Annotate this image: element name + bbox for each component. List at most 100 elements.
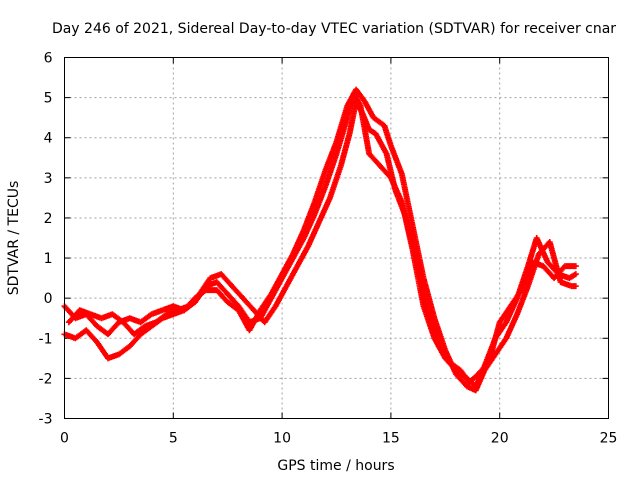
y-tick-label: 5 xyxy=(44,91,53,107)
y-tick-label: 2 xyxy=(44,211,53,227)
data-points xyxy=(61,86,579,394)
data-point-run xyxy=(334,116,350,156)
data-point-run xyxy=(236,308,252,332)
x-tick-label: 25 xyxy=(600,431,618,447)
plot-frame xyxy=(64,57,609,419)
data-point-run xyxy=(154,312,169,325)
data-point-run xyxy=(323,152,339,188)
data-point-run xyxy=(431,316,448,352)
y-tick-label: 4 xyxy=(44,131,53,147)
data-point-run xyxy=(284,264,300,288)
data-point-run xyxy=(117,344,132,357)
data-point-run xyxy=(425,308,442,348)
data-point-run xyxy=(354,87,367,104)
data-point-run xyxy=(219,272,234,288)
data-point-run xyxy=(552,264,567,280)
data-point xyxy=(572,283,579,290)
data-point-run xyxy=(290,228,307,256)
y-tick-label: 3 xyxy=(44,171,53,187)
data-point-run xyxy=(493,336,509,356)
y-axis-label: SDTVAR / TECUs xyxy=(6,181,22,296)
data-point-run xyxy=(399,172,416,228)
data-point-run xyxy=(371,115,387,128)
data-point xyxy=(572,271,579,278)
data-point-run xyxy=(301,200,318,232)
data-point-run xyxy=(84,328,100,345)
data-point-run xyxy=(486,320,503,364)
y-tick-label: -1 xyxy=(39,331,53,347)
series-track-c xyxy=(65,98,579,386)
y-tick-label: 0 xyxy=(44,291,53,307)
data-point-run xyxy=(273,284,289,308)
data-point-run xyxy=(362,100,376,120)
data-point-run xyxy=(197,276,213,296)
data-point-run xyxy=(241,296,256,312)
data-point-run xyxy=(323,140,339,172)
data-point-run xyxy=(230,284,245,300)
x-tick-label: 0 xyxy=(60,431,69,447)
data-point-run xyxy=(476,360,491,377)
data-point-run xyxy=(279,252,296,276)
x-tick-label: 10 xyxy=(273,431,291,447)
data-point-run xyxy=(258,292,274,312)
data-point-run xyxy=(327,164,344,200)
data-point-run xyxy=(497,304,513,324)
y-tick-label: 1 xyxy=(44,251,53,267)
x-axis-label: GPS time / hours xyxy=(277,458,394,474)
data-point-run xyxy=(95,340,111,360)
data-point-run xyxy=(295,244,311,268)
data-point-run xyxy=(106,320,121,337)
data-point-run xyxy=(467,372,480,385)
data-point-run xyxy=(436,344,452,364)
data-point-run xyxy=(334,104,350,144)
data-point-run xyxy=(139,312,154,325)
y-tick-label: -3 xyxy=(39,412,53,428)
data-point-run xyxy=(448,360,463,373)
data-point-run xyxy=(508,288,524,308)
data-point-run xyxy=(367,151,382,168)
data-point-run xyxy=(345,88,359,108)
data-point-run xyxy=(312,168,329,204)
data-point-run xyxy=(214,280,230,296)
data-point-run xyxy=(454,372,469,389)
data-point-run xyxy=(269,272,285,296)
data-point-run xyxy=(473,368,487,392)
y-tick-label: 6 xyxy=(44,51,53,67)
data-point-run xyxy=(186,292,202,308)
data-point-run xyxy=(503,312,520,340)
data-point-run xyxy=(301,212,318,240)
grid-lines xyxy=(64,57,609,419)
data-point-run xyxy=(262,304,278,324)
data-point-run xyxy=(353,100,365,116)
x-tick-label: 20 xyxy=(491,431,509,447)
data-point-run xyxy=(127,332,143,349)
data-point-run xyxy=(110,312,125,325)
data-point-run xyxy=(392,188,409,220)
data-point-run xyxy=(305,220,322,248)
data-point-run xyxy=(373,132,389,156)
data-point-run xyxy=(388,144,405,176)
data-point-run xyxy=(226,300,241,313)
data-point-run xyxy=(514,284,531,316)
axis-ticks xyxy=(64,57,609,419)
x-tick-label: 15 xyxy=(382,431,400,447)
y-tick-labels: -3 -2 -1 0 1 2 3 4 5 6 xyxy=(39,51,53,428)
y-tick-label: -2 xyxy=(39,371,53,387)
data-point-run xyxy=(414,260,431,312)
data-point-run xyxy=(214,288,230,304)
data-point-run xyxy=(381,124,394,148)
data-point-run xyxy=(338,132,353,168)
data-point-run xyxy=(132,324,147,337)
data-point-run xyxy=(403,216,420,264)
data-point-run xyxy=(367,127,378,136)
data-point-run xyxy=(567,271,578,281)
data-point-run xyxy=(383,152,398,192)
chart-title: Day 246 of 2021, Sidereal Day-to-day VTE… xyxy=(52,21,616,37)
data-point xyxy=(572,263,579,270)
data-point-run xyxy=(519,260,535,292)
series-track-b xyxy=(61,86,579,394)
x-tick-labels: 0 5 10 15 20 25 xyxy=(60,431,617,447)
data-point-run xyxy=(410,224,427,280)
data-point-run xyxy=(312,184,328,216)
